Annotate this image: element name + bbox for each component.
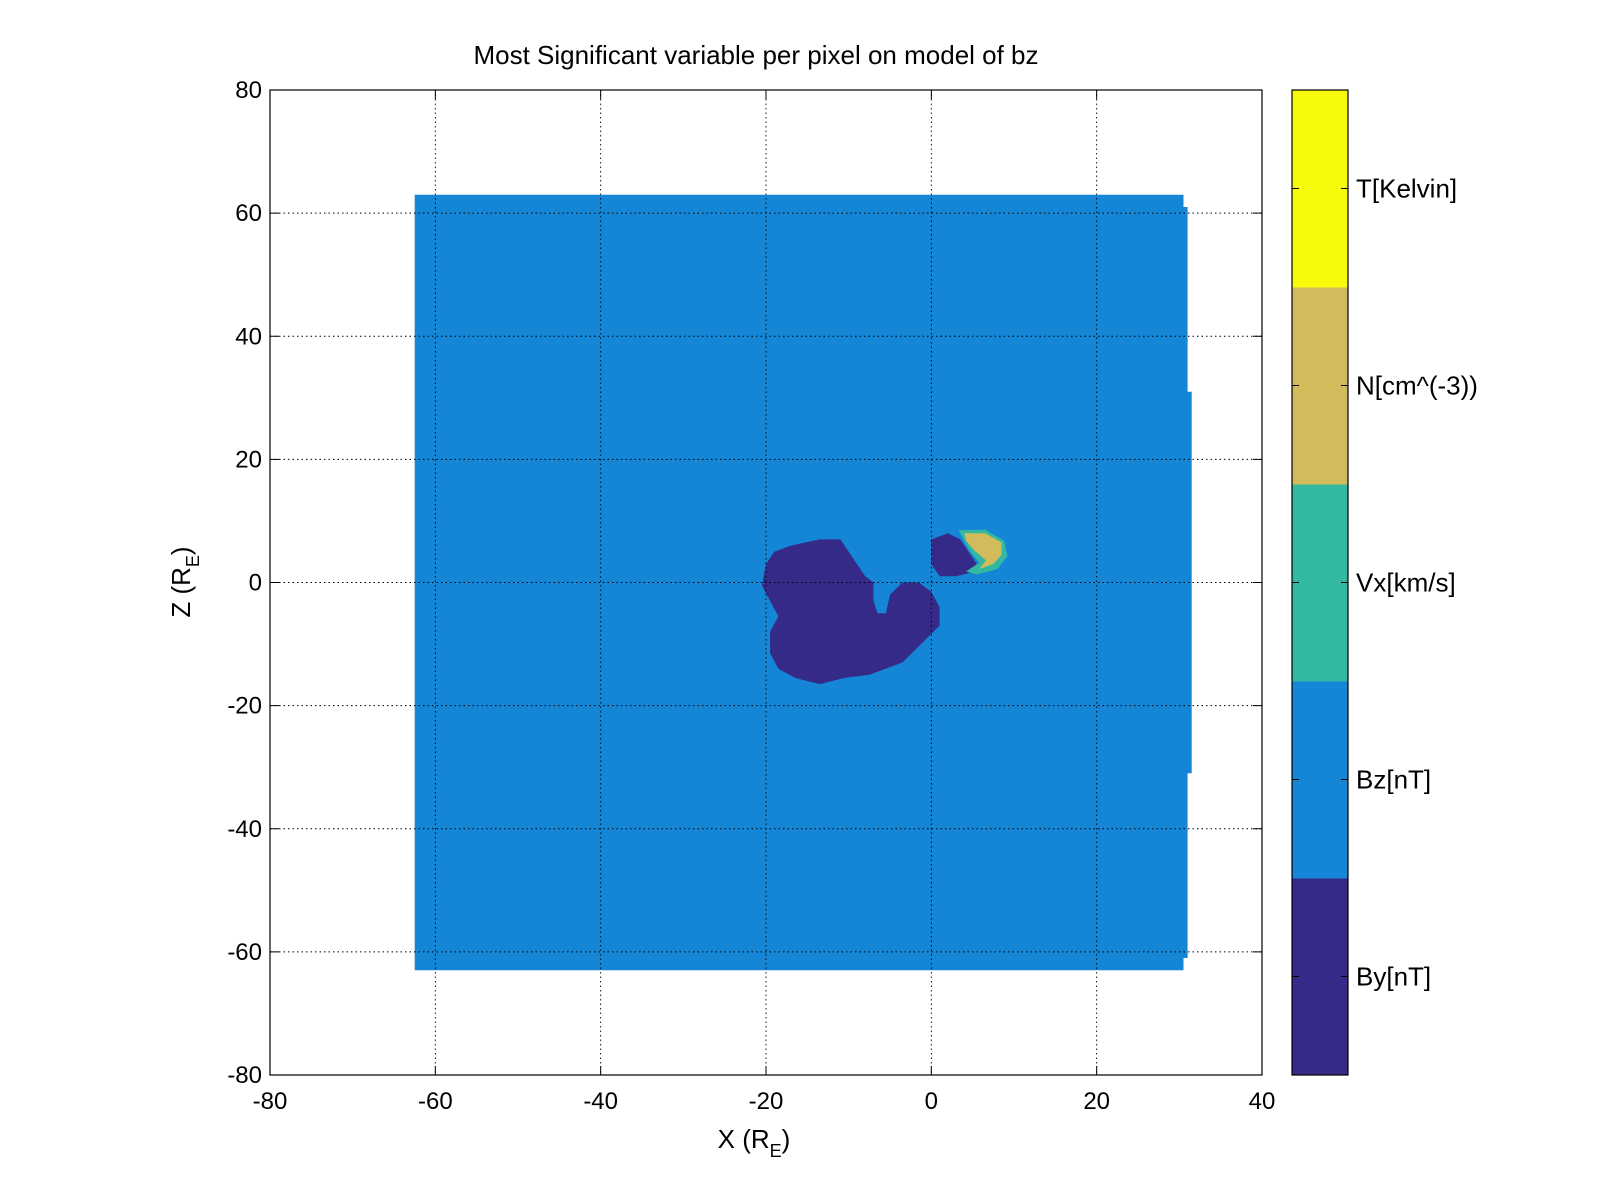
colorbar: By[nT] Bz[nT] Vx[km/s] N[cm^(-3)) T[Kelvin] xyxy=(1291,89,1478,1076)
colorbar-label: Vx[km/s] xyxy=(1356,568,1456,598)
x-tick-label: -20 xyxy=(749,1088,784,1115)
grid-lines xyxy=(270,90,1262,1075)
x-tick-label: 20 xyxy=(1083,1088,1110,1115)
colorbar-segment xyxy=(1292,287,1348,485)
colorbar-label: N[cm^(-3)) xyxy=(1356,371,1478,401)
heatmap-regions xyxy=(414,194,1192,971)
colorbar-segment xyxy=(1292,90,1348,288)
region-by-nt- xyxy=(761,539,940,685)
colorbar-label: Bz[nT] xyxy=(1356,765,1431,795)
colorbar-label: T[Kelvin] xyxy=(1356,174,1457,204)
y-tick-label: -20 xyxy=(227,693,262,720)
x-tick-label: -60 xyxy=(418,1088,453,1115)
region-n-cm-3- xyxy=(964,533,1002,569)
x-axis-ticks: -80 -60 -40 -20 0 20 40 xyxy=(253,90,1276,1115)
x-tick-label: 40 xyxy=(1249,1088,1276,1115)
chart-title: Most Significant variable per pixel on m… xyxy=(473,40,1038,70)
colorbar-segment xyxy=(1292,681,1348,879)
y-tick-label: 60 xyxy=(235,200,262,227)
colorbar-label: By[nT] xyxy=(1356,962,1431,992)
y-tick-label: -60 xyxy=(227,939,262,966)
y-tick-label: 80 xyxy=(235,77,262,104)
x-tick-label: -80 xyxy=(253,1088,288,1115)
x-tick-label: -40 xyxy=(583,1088,618,1115)
y-tick-label: 0 xyxy=(249,570,262,597)
y-axis-ticks: -80 -60 -40 -20 0 20 40 60 80 xyxy=(227,77,1262,1089)
y-tick-label: 40 xyxy=(235,323,262,350)
y-tick-label: -80 xyxy=(227,1062,262,1089)
colorbar-segment xyxy=(1292,878,1348,1076)
x-tick-label: 0 xyxy=(925,1088,938,1115)
colorbar-segment xyxy=(1292,484,1348,682)
x-axis-label: X (RE) xyxy=(718,1124,791,1161)
y-axis-label: Z (RE) xyxy=(166,546,203,617)
region-by-nt- xyxy=(931,533,977,577)
y-tick-label: 20 xyxy=(235,446,262,473)
y-tick-label: -40 xyxy=(227,816,262,843)
